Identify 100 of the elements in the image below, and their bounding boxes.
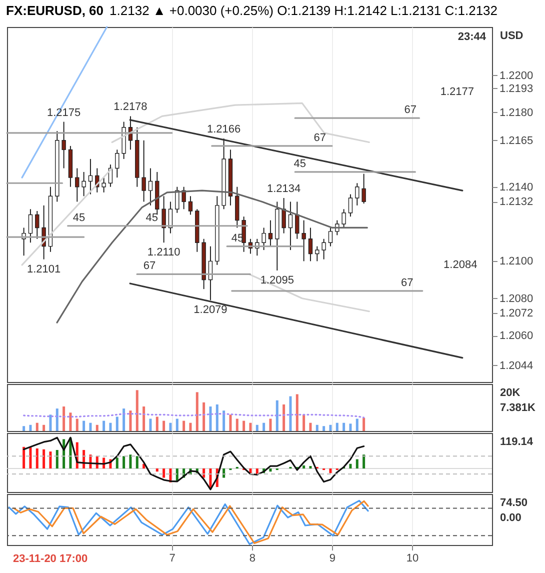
y-tick-label: 1.2193 (500, 82, 534, 95)
text: 20K (500, 387, 520, 399)
candlestick (75, 168, 80, 202)
candlestick (115, 149, 120, 178)
y-tick-label: 1.2132 (500, 196, 534, 208)
bar (82, 420, 86, 431)
bar (356, 459, 358, 468)
bar (156, 416, 158, 431)
bar (329, 424, 332, 431)
candlestick (162, 196, 166, 244)
bar (36, 448, 38, 468)
bar (249, 468, 252, 474)
candlestick (242, 216, 246, 252)
bar (256, 424, 258, 431)
candlestick (262, 227, 266, 251)
bar (209, 406, 212, 431)
annotation: 1.2166 (206, 124, 241, 136)
bar (262, 422, 266, 431)
annotation: 45 (146, 212, 158, 224)
annotation: 1.2177 (440, 86, 474, 98)
bar (309, 422, 312, 431)
bar (62, 406, 66, 431)
candlestick (315, 246, 320, 262)
bar (129, 454, 132, 468)
annotation: 1.2178 (114, 101, 148, 114)
bar (202, 402, 206, 431)
bar (129, 410, 132, 431)
candlestick (282, 197, 286, 234)
candlestick (148, 168, 153, 206)
bar (282, 404, 286, 431)
y-tick-label: 1.2140 (500, 181, 534, 194)
bar (302, 414, 306, 431)
bar (189, 422, 192, 431)
bar (162, 420, 166, 431)
bar (42, 424, 46, 431)
bar (362, 454, 366, 468)
annotation: 1.2110 (147, 246, 180, 259)
text: 7.381K (500, 402, 536, 414)
line-series (111, 102, 370, 144)
candlestick (142, 140, 146, 202)
text: 0.00 (500, 512, 522, 524)
candlestick (88, 158, 93, 195)
bar (162, 468, 166, 478)
y-tick-label: 1.2165 (500, 134, 534, 147)
y-tick-label: 1.2100 (500, 256, 534, 268)
bar (69, 412, 72, 431)
y-tick-label: 1.2044 (500, 360, 534, 372)
candlestick (188, 196, 193, 216)
candlestick (362, 173, 366, 204)
annotation: 67 (143, 260, 156, 272)
candlestick (182, 186, 186, 210)
candlestick (322, 238, 326, 260)
text: 74.50 (500, 497, 528, 509)
bar (49, 414, 52, 431)
bar (116, 416, 118, 431)
bar (56, 408, 58, 431)
chart-subtitle: 1.2132 ▲ +0.0030 (+0.25%) O:1.2139 H:1.2142 L:1.2131 C:1.2132 (110, 3, 498, 18)
candlestick (328, 227, 333, 247)
bar (276, 400, 278, 431)
bar (269, 418, 272, 431)
candlestick (35, 210, 40, 240)
y-tick-label: 1.2060 (500, 330, 534, 342)
bar (242, 420, 246, 431)
chart-title: FX:EURUSD, 60 (6, 3, 104, 18)
bar (336, 422, 338, 431)
bar (96, 424, 98, 431)
bar (302, 465, 306, 468)
annotation: 1.2134 (266, 182, 301, 195)
candlestick (308, 227, 313, 262)
annotation: 1.2079 (194, 304, 228, 316)
x-tick-label: 9 (329, 552, 336, 564)
bar (222, 410, 226, 431)
x-tick-label: 8 (249, 552, 256, 564)
bar (329, 468, 332, 474)
text: 23-11-20 17:00 (13, 553, 88, 565)
annotation: 1.2084 (444, 258, 478, 271)
bar (196, 392, 198, 431)
bar (296, 394, 298, 431)
bar (249, 422, 252, 431)
bar (229, 414, 232, 431)
annotation: 67 (401, 276, 414, 289)
bar (176, 468, 178, 481)
bar (349, 424, 352, 431)
bar (142, 406, 146, 431)
bar (182, 420, 186, 431)
y-tick-label: 1.2080 (500, 292, 534, 305)
bar (349, 464, 352, 468)
x-tick-label: 10 (406, 552, 419, 564)
bar (356, 418, 358, 431)
bar (89, 422, 92, 431)
bar (29, 424, 32, 431)
candlestick (348, 194, 353, 218)
bar (216, 404, 218, 431)
bar (122, 408, 126, 431)
bar (149, 418, 152, 431)
bar (22, 446, 26, 468)
bar (176, 418, 178, 431)
bar (102, 420, 106, 431)
candlestick (28, 208, 33, 244)
y-tick-label: 1.2200 (500, 70, 534, 82)
